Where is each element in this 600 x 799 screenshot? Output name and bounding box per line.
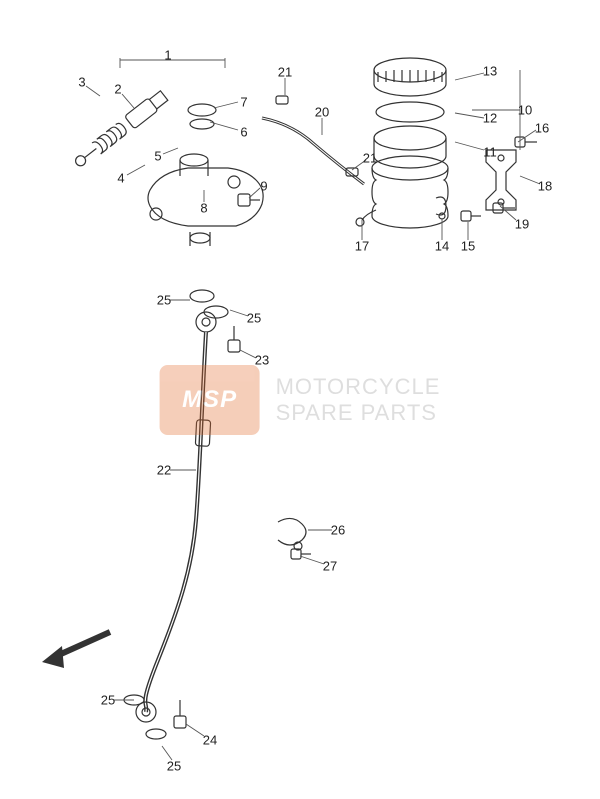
hose-clamp [278, 518, 306, 550]
callout-8: 8 [200, 201, 207, 216]
callout-5: 5 [154, 149, 161, 164]
clip-14 [436, 197, 446, 219]
exploded-view-svg [0, 0, 600, 799]
clamp-bolt-27 [291, 549, 311, 559]
callout-25: 25 [101, 693, 115, 708]
callout-2: 2 [114, 82, 121, 97]
callout-21: 21 [363, 151, 377, 166]
callout-20: 20 [315, 105, 329, 120]
callout-16: 16 [535, 121, 549, 136]
cap-washers [188, 104, 216, 129]
callout-1: 1 [164, 48, 171, 63]
callout-17: 17 [355, 239, 369, 254]
callout-26: 26 [331, 523, 345, 538]
callout-3: 3 [78, 75, 85, 90]
callout-25: 25 [247, 311, 261, 326]
parts-lineart [72, 58, 537, 739]
callout-4: 4 [117, 171, 124, 186]
callout-10: 10 [518, 103, 532, 118]
callout-25: 25 [157, 293, 171, 308]
banjo-bottom [124, 695, 186, 739]
callout-23: 23 [255, 353, 269, 368]
reservoir [356, 58, 448, 228]
callout-13: 13 [483, 64, 497, 79]
callout-19: 19 [515, 217, 529, 232]
body-bolt [238, 194, 260, 206]
callout-25: 25 [167, 759, 181, 774]
callout-9: 9 [260, 179, 267, 194]
callout-11: 11 [483, 145, 497, 160]
callout-14: 14 [435, 239, 449, 254]
callout-24: 24 [203, 733, 217, 748]
view-direction-arrow [42, 632, 110, 668]
feed-hose [262, 96, 364, 184]
callout-21: 21 [278, 65, 292, 80]
brake-hose [145, 332, 210, 712]
callout-22: 22 [157, 463, 171, 478]
callout-15: 15 [461, 239, 475, 254]
callout-27: 27 [323, 559, 337, 574]
screw-15 [461, 211, 481, 221]
diagram-stage: MSP MOTORCYCLE SPARE PARTS 1234567891011… [0, 0, 600, 799]
callout-7: 7 [240, 95, 247, 110]
callout-6: 6 [240, 125, 247, 140]
banjo-top [190, 290, 240, 352]
callout-12: 12 [483, 111, 497, 126]
bracket-bolt-19 [493, 203, 515, 213]
callout-18: 18 [538, 179, 552, 194]
